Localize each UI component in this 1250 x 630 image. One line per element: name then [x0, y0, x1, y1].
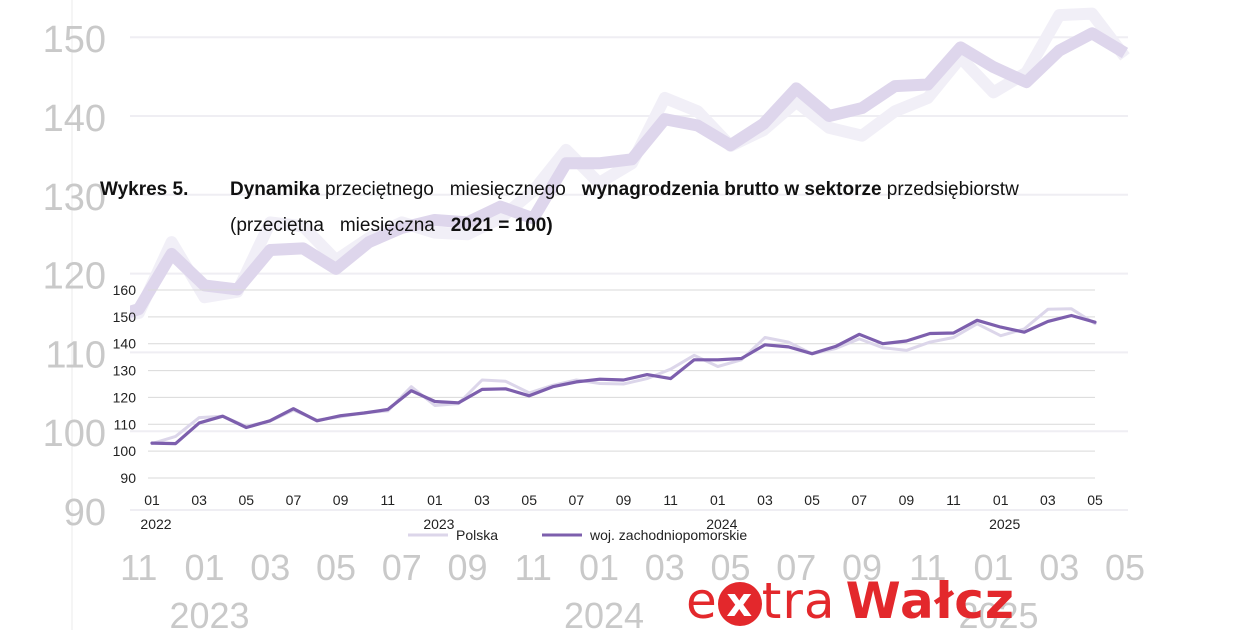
bg-y-tick-label: 110	[45, 334, 106, 376]
x-tick-label: 07	[851, 492, 867, 508]
bg-x-tick-label: 09	[447, 547, 487, 588]
x-tick-label: 01	[710, 492, 726, 508]
title-line-2: (przeciętna miesięczna 2021 = 100)	[100, 208, 1120, 244]
y-tick-label: 90	[120, 470, 136, 486]
x-tick-label: 01	[993, 492, 1009, 508]
bg-y-tick-label: 130	[43, 177, 106, 219]
x-axis: 01 2022 03 05 07 09 11 01 2023 03 05 07 09 11 01 2024 03…	[140, 492, 1103, 532]
bg-x-tick-label: 03	[1039, 547, 1079, 588]
logo-x-circle: x	[717, 582, 762, 626]
x-year-label: 2023	[423, 516, 454, 532]
title-seg-2: (przeciętna miesięczna	[230, 215, 451, 236]
title-seg-1: Dynamika przeciętnego miesięcznego wynag…	[230, 179, 1019, 200]
x-tick-label: 07	[286, 492, 302, 508]
series-line-polska	[150, 307, 1097, 446]
series	[150, 307, 1097, 446]
bg-x-year-label: 2025	[958, 595, 1038, 630]
y-tick-label: 140	[113, 336, 137, 352]
bg-x-tick-label: 05	[316, 547, 356, 588]
x-tick-label: 05	[521, 492, 537, 508]
bg-x-tick-label: 11	[120, 547, 157, 588]
bg-x-tick-label: 09	[842, 547, 882, 588]
x-tick-label: 09	[616, 492, 632, 508]
chart-title: Wykres 5. Dynamika przeciętnego miesięczn…	[100, 172, 1120, 244]
y-axis: 90 100 110 120 130 140 150 160	[113, 282, 137, 486]
x-tick-label: 03	[1040, 492, 1056, 508]
bg-x-tick-label: 01	[579, 547, 619, 588]
grid	[148, 289, 1095, 479]
bg-x-tick-label: 03	[250, 547, 290, 588]
y-tick-label: 100	[113, 443, 137, 459]
x-tick-label: 05	[804, 492, 820, 508]
bg-x-tick-label: 11	[515, 547, 552, 588]
figure-number: Wykres 5.	[100, 179, 189, 200]
x-tick-label: 09	[899, 492, 915, 508]
legend: Polska woj. zachodniopomorskie	[408, 527, 747, 543]
bg-x-tick-label: 05	[1105, 547, 1145, 588]
x-tick-label: 07	[569, 492, 585, 508]
legend-label: woj. zachodniopomorskie	[589, 527, 747, 543]
bg-x-tick-label: 11	[909, 547, 946, 588]
bg-series-line	[130, 7, 1130, 321]
title-seg-3: 2021 = 100)	[450, 215, 553, 236]
x-year-label: 2025	[989, 516, 1020, 532]
series-line-zachodniopomorskie	[150, 313, 1097, 446]
bg-x-year-label: 2024	[564, 595, 644, 630]
bg-y-tick-label: 140	[43, 98, 106, 140]
bg-y-tick-label: 90	[64, 492, 106, 534]
bg-y-tick-label: 120	[43, 256, 106, 298]
bg-series-line	[130, 27, 1129, 319]
legend-label: Polska	[456, 527, 498, 543]
x-tick-label: 05	[1087, 492, 1103, 508]
y-tick-label: 110	[114, 416, 137, 432]
y-tick-label: 150	[113, 309, 137, 325]
x-tick-label: 03	[757, 492, 773, 508]
bg-x-year-label: 2023	[169, 595, 249, 630]
bg-x-tick-label: 01	[973, 547, 1013, 588]
title-line-1: Wykres 5. Dynamika przeciętnego miesięczn…	[100, 172, 1120, 208]
y-tick-label: 130	[113, 363, 137, 379]
extra-walcz-logo: e x tra Wałcz	[686, 572, 1015, 630]
x-tick-label: 03	[474, 492, 490, 508]
x-tick-label: 11	[663, 492, 678, 508]
y-tick-label: 120	[113, 389, 137, 405]
y-tick-label: 160	[113, 282, 137, 298]
x-tick-label: 05	[239, 492, 255, 508]
x-year-label: 2024	[706, 516, 737, 532]
bg-y-tick-label: 100	[43, 413, 106, 455]
x-tick-label: 01	[427, 492, 443, 508]
x-tick-label: 11	[380, 492, 395, 508]
bg-x-tick-label: 07	[776, 547, 816, 588]
line-chart: 90 100 110 120 130 140 150 160 01 2022 03 05 07 09 11…	[113, 282, 1103, 543]
bg-y-tick-label: 150	[43, 19, 106, 61]
bg-x-tick-label: 01	[184, 547, 224, 588]
x-tick-label: 09	[333, 492, 349, 508]
bg-x-tick-label: 03	[645, 547, 685, 588]
x-tick-label: 03	[191, 492, 207, 508]
x-tick-label: 11	[946, 492, 961, 508]
bg-x-tick-label: 05	[710, 547, 750, 588]
x-tick-label: 01	[144, 492, 160, 508]
x-year-label: 2022	[140, 516, 171, 532]
bg-x-tick-label: 07	[382, 547, 422, 588]
